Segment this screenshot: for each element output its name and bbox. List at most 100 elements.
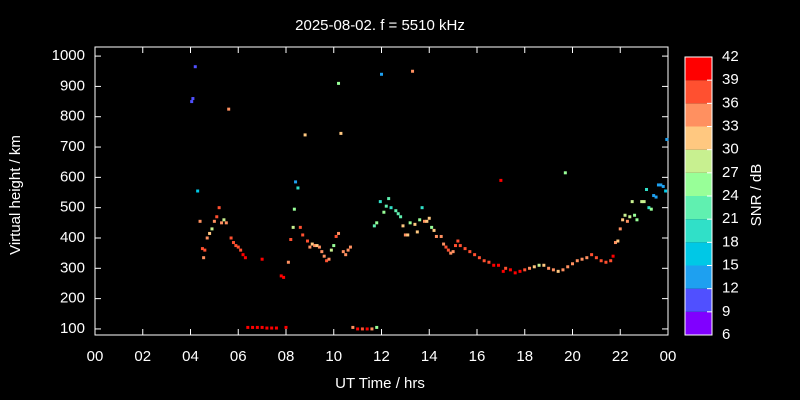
x-tick-label: 06: [230, 348, 247, 365]
point: [561, 268, 565, 272]
point: [365, 327, 369, 331]
colorbar-tick-label: 36: [722, 94, 739, 111]
point: [294, 180, 298, 184]
point: [647, 206, 651, 210]
x-tick-label: 04: [182, 348, 199, 365]
point: [298, 225, 302, 229]
point: [320, 250, 324, 254]
point: [434, 234, 438, 238]
colorbar-tick-label: 27: [722, 164, 739, 181]
point: [322, 254, 326, 258]
point: [664, 189, 668, 193]
point: [640, 200, 644, 204]
point: [329, 248, 333, 252]
point: [580, 257, 584, 261]
colorbar-band: [685, 172, 712, 196]
point: [202, 256, 206, 260]
point: [229, 236, 233, 240]
x-tick-label: 00: [87, 348, 104, 365]
point: [301, 233, 305, 237]
colorbar-band: [685, 265, 712, 289]
point: [425, 219, 429, 223]
point: [360, 327, 364, 331]
point: [303, 133, 307, 137]
point: [241, 253, 245, 257]
point: [351, 325, 355, 329]
point: [523, 268, 527, 272]
y-tick-label: 800: [60, 108, 85, 125]
point: [348, 245, 352, 249]
colorbar-band: [685, 219, 712, 243]
point: [654, 195, 658, 199]
point: [609, 259, 613, 263]
point: [504, 266, 508, 270]
point: [449, 251, 453, 255]
point: [613, 241, 617, 245]
y-tick-label: 900: [60, 77, 85, 94]
point: [556, 269, 560, 273]
point: [191, 97, 195, 101]
point: [292, 207, 296, 211]
point: [635, 218, 639, 222]
point: [255, 325, 259, 329]
point: [236, 245, 240, 249]
colorbar-tick-label: 24: [722, 187, 739, 204]
x-tick-label: 18: [516, 348, 533, 365]
chart-title: 2025-08-02. f = 5510 kHz: [295, 17, 465, 34]
point: [325, 259, 329, 263]
point: [212, 219, 216, 223]
point: [630, 200, 634, 204]
colorbar-band: [685, 242, 712, 266]
point: [382, 210, 386, 214]
point: [628, 215, 632, 219]
point: [422, 219, 426, 223]
point: [370, 327, 374, 331]
point: [227, 107, 231, 111]
point: [623, 213, 627, 217]
point: [403, 233, 407, 237]
point: [477, 256, 481, 260]
y-tick-label: 100: [60, 320, 85, 337]
point: [642, 200, 646, 204]
y-tick-label: 1000: [52, 47, 85, 64]
y-axis-label: Virtual height / km: [7, 135, 24, 255]
y-tick-label: 400: [60, 229, 85, 246]
colorbar-band: [685, 311, 712, 335]
point: [337, 81, 341, 85]
point: [451, 250, 455, 254]
point: [442, 242, 446, 246]
x-axis-label: UT Time / hrs: [335, 375, 425, 392]
point: [665, 137, 669, 141]
point: [599, 259, 603, 263]
point: [210, 227, 214, 231]
x-tick-label: 14: [421, 348, 438, 365]
point: [260, 257, 264, 261]
point: [566, 265, 570, 269]
point: [571, 262, 574, 266]
point: [656, 183, 660, 187]
point: [296, 186, 300, 190]
point: [420, 206, 424, 210]
colorbar-tick-label: 12: [722, 280, 739, 297]
colorbar-band: [685, 103, 712, 127]
y-tick-label: 600: [60, 168, 85, 185]
point: [458, 244, 462, 248]
point: [513, 271, 517, 275]
colorbar-band: [685, 126, 712, 150]
point: [551, 268, 555, 272]
point: [387, 197, 391, 201]
point: [315, 244, 319, 248]
colorbar-tick-label: 15: [722, 256, 739, 273]
colorbar-tick-label: 33: [722, 117, 739, 134]
point: [547, 266, 551, 270]
point: [375, 325, 379, 329]
point: [310, 242, 314, 246]
point: [446, 248, 450, 252]
point: [378, 200, 382, 204]
point: [585, 256, 589, 260]
point: [649, 207, 653, 211]
x-tick-label: 02: [134, 348, 151, 365]
point: [430, 225, 434, 229]
point: [652, 194, 656, 198]
point: [501, 269, 505, 273]
